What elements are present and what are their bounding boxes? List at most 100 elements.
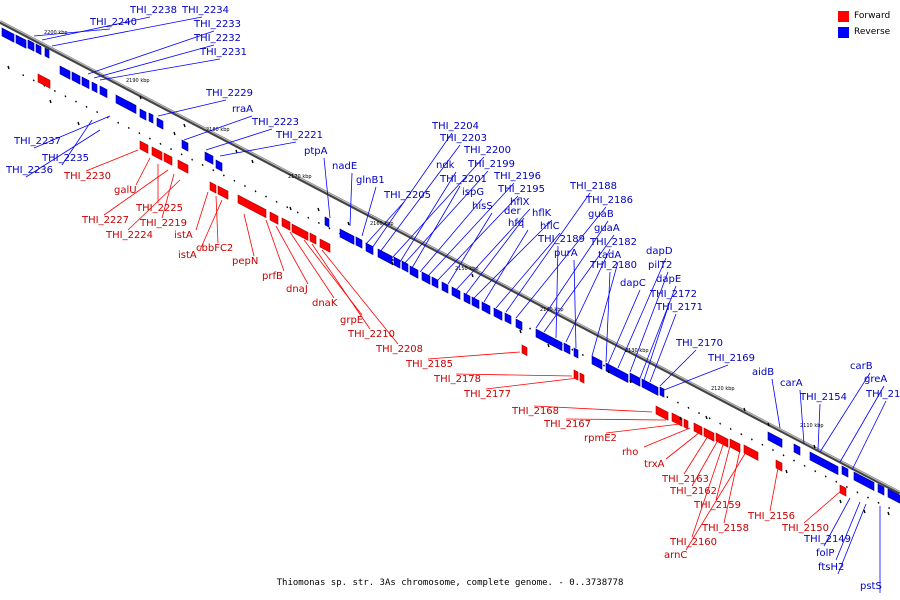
forward-gene[interactable]: [151, 146, 163, 161]
reverse-gene[interactable]: [99, 85, 108, 99]
forward-gene[interactable]: [309, 232, 317, 245]
reverse-gene-label[interactable]: aidB: [752, 367, 774, 378]
reverse-gene-label[interactable]: greA: [864, 374, 887, 385]
reverse-gene[interactable]: [15, 34, 27, 49]
reverse-gene-label[interactable]: THI_2189: [537, 234, 585, 245]
reverse-gene[interactable]: [44, 47, 50, 59]
reverse-gene[interactable]: [629, 372, 641, 387]
reverse-gene[interactable]: [27, 39, 35, 52]
reverse-gene-label[interactable]: guaB: [588, 209, 614, 220]
reverse-gene-label[interactable]: dapE: [656, 274, 681, 285]
reverse-gene[interactable]: [441, 281, 449, 294]
reverse-gene[interactable]: [573, 347, 579, 359]
reverse-gene-label[interactable]: THI_2200: [463, 145, 511, 156]
forward-gene-label[interactable]: THI_2219: [139, 218, 187, 229]
reverse-gene-label[interactable]: THI_2169: [707, 353, 755, 364]
reverse-gene[interactable]: [401, 260, 409, 273]
reverse-gene-label[interactable]: THI_2172: [649, 289, 697, 300]
forward-gene-label[interactable]: pepN: [232, 256, 258, 267]
reverse-gene-label[interactable]: THI_2232: [193, 33, 241, 44]
forward-gene-label[interactable]: THI_2163: [661, 474, 709, 485]
forward-gene[interactable]: [291, 223, 309, 241]
forward-gene[interactable]: [281, 217, 291, 231]
forward-gene[interactable]: [775, 459, 783, 472]
reverse-gene[interactable]: [1, 27, 15, 43]
forward-gene-label[interactable]: istA: [178, 250, 197, 261]
reverse-gene[interactable]: [91, 81, 98, 94]
reverse-gene-label[interactable]: THI_2237: [13, 136, 61, 147]
reverse-gene-label[interactable]: ftsH2: [818, 562, 844, 573]
forward-gene[interactable]: [319, 238, 331, 253]
reverse-gene-label[interactable]: THI_2235: [41, 153, 89, 164]
forward-gene[interactable]: [743, 444, 759, 461]
reverse-gene-label[interactable]: THI_2195: [497, 184, 545, 195]
forward-gene-label[interactable]: THI_2177: [463, 389, 511, 400]
reverse-gene-label[interactable]: rraA: [232, 104, 253, 115]
forward-gene-label[interactable]: istA: [174, 230, 193, 241]
reverse-gene-label[interactable]: pilT2: [648, 260, 672, 271]
forward-gene[interactable]: [177, 159, 189, 174]
reverse-gene[interactable]: [59, 65, 71, 80]
reverse-gene-label[interactable]: hflK: [532, 208, 552, 219]
reverse-gene[interactable]: [793, 443, 801, 456]
reverse-gene-label[interactable]: dapC: [620, 278, 646, 289]
forward-gene-label[interactable]: rho: [622, 447, 638, 458]
forward-gene[interactable]: [163, 152, 173, 166]
forward-gene[interactable]: [521, 344, 528, 357]
forward-gene-label[interactable]: THI_2210: [347, 329, 395, 340]
reverse-gene-label[interactable]: THI_2236: [5, 165, 53, 176]
reverse-gene[interactable]: [71, 71, 81, 85]
forward-gene-label[interactable]: dnaJ: [286, 284, 308, 295]
reverse-gene-label[interactable]: ispG: [462, 187, 484, 198]
forward-gene[interactable]: [683, 418, 689, 430]
reverse-gene[interactable]: [355, 236, 363, 249]
forward-gene[interactable]: [209, 181, 217, 194]
reverse-gene-label[interactable]: THI_2171: [655, 302, 703, 313]
reverse-gene[interactable]: [591, 355, 603, 370]
reverse-gene-label[interactable]: ndk: [436, 160, 455, 171]
reverse-gene-label[interactable]: THI_2154: [799, 392, 847, 403]
reverse-gene[interactable]: [421, 271, 431, 285]
reverse-gene-label[interactable]: THI_2199: [467, 159, 515, 170]
reverse-gene[interactable]: [504, 312, 512, 325]
reverse-gene-label[interactable]: hfq: [508, 218, 524, 229]
reverse-gene-label[interactable]: der: [504, 206, 522, 217]
forward-gene-label[interactable]: THI_2159: [693, 500, 741, 511]
reverse-gene[interactable]: [393, 256, 401, 269]
forward-gene[interactable]: [269, 211, 279, 225]
reverse-gene[interactable]: [493, 307, 503, 321]
reverse-gene-label[interactable]: THI_2186: [585, 195, 633, 206]
reverse-gene-label[interactable]: THI_2238: [129, 5, 177, 16]
reverse-gene-label[interactable]: carA: [780, 378, 803, 389]
forward-gene[interactable]: [655, 405, 669, 421]
reverse-gene[interactable]: [841, 465, 849, 478]
reverse-gene[interactable]: [409, 265, 419, 279]
forward-gene[interactable]: [579, 372, 585, 384]
reverse-gene-label[interactable]: THI_2204: [431, 121, 479, 132]
reverse-gene-label[interactable]: THI_2149: [803, 534, 851, 545]
forward-gene-label[interactable]: THI_2185: [405, 359, 453, 370]
reverse-gene[interactable]: [431, 276, 439, 289]
forward-gene-label[interactable]: THI_2167: [543, 419, 591, 430]
forward-gene-label[interactable]: THI_2168: [511, 406, 559, 417]
reverse-gene[interactable]: [877, 483, 885, 496]
forward-gene[interactable]: [139, 140, 149, 154]
reverse-gene[interactable]: [35, 43, 42, 56]
reverse-gene-label[interactable]: dapD: [646, 246, 673, 257]
reverse-gene-label[interactable]: carB: [850, 361, 873, 372]
forward-gene[interactable]: [729, 438, 741, 453]
forward-gene-label[interactable]: grpE: [340, 315, 363, 326]
reverse-gene[interactable]: [339, 228, 355, 245]
reverse-gene[interactable]: [563, 342, 571, 355]
reverse-gene-label[interactable]: THI_2170: [675, 338, 723, 349]
forward-gene-label[interactable]: THI_2156: [747, 511, 795, 522]
reverse-gene-label[interactable]: pstS: [860, 581, 882, 592]
reverse-gene-label[interactable]: THI_2196: [493, 171, 541, 182]
reverse-gene-label[interactable]: THI_2229: [205, 88, 253, 99]
reverse-gene-label[interactable]: THI_2223: [251, 117, 299, 128]
forward-gene-label[interactable]: THI_2227: [81, 215, 129, 226]
reverse-gene-label[interactable]: THI_2240: [89, 17, 137, 28]
reverse-gene[interactable]: [481, 301, 491, 315]
forward-gene[interactable]: [573, 369, 579, 381]
reverse-gene[interactable]: [115, 94, 137, 114]
